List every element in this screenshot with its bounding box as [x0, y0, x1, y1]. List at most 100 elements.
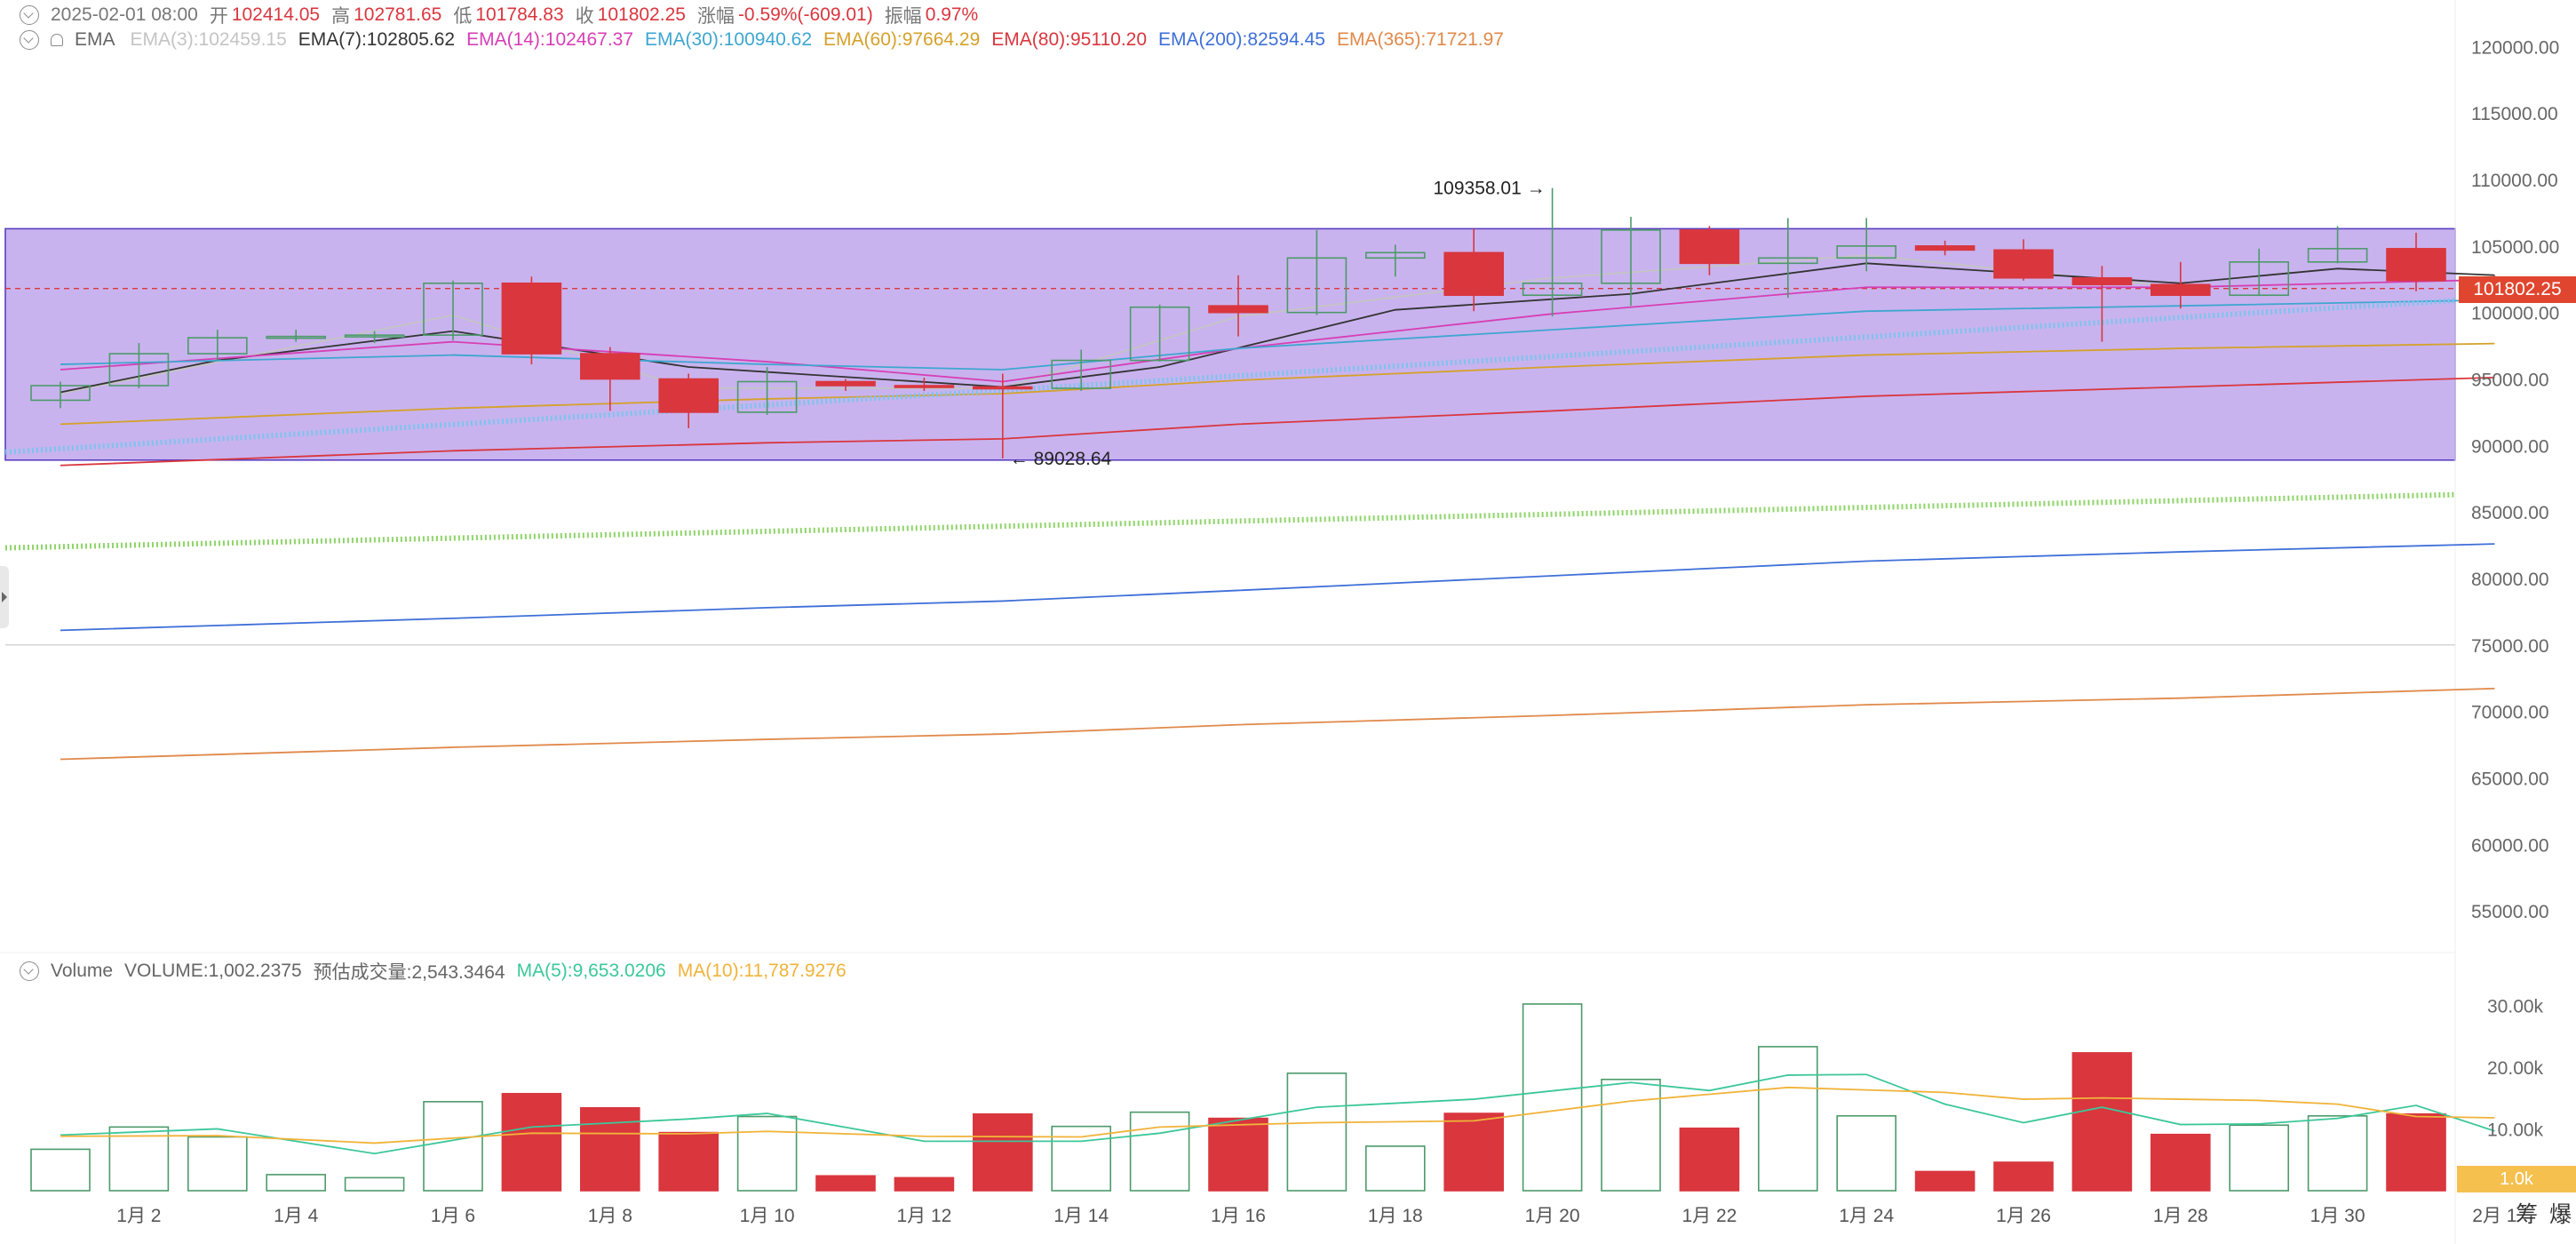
- ema-collapse-chevron-icon[interactable]: [20, 30, 39, 50]
- price-axis-tick: 120000.00: [2471, 37, 2559, 58]
- candle-body: [736, 380, 798, 413]
- ema-line-EMA365: [60, 687, 2495, 761]
- candle-body: [2307, 248, 2368, 263]
- current-volume-badge: 1.0k: [2457, 1166, 2576, 1192]
- ema-legend-item: EMA(30):100940.62: [645, 29, 813, 50]
- chip-distribution-button[interactable]: 筹: [2516, 1202, 2539, 1227]
- candle-body: [1914, 245, 1976, 251]
- trend-line: [4, 298, 2456, 455]
- candle-body: [1443, 251, 1504, 297]
- price-axis-tick: 110000.00: [2471, 171, 2558, 191]
- low-label: 低: [453, 6, 473, 27]
- price-axis-tick: 95000.00: [2471, 371, 2549, 391]
- candle-body: [973, 386, 1033, 390]
- date-axis-tick: 1月 6: [431, 1206, 475, 1226]
- volume-bar: [658, 1131, 720, 1192]
- volume-bar: [501, 1092, 562, 1192]
- ema-indicator-name[interactable]: EMA: [75, 29, 115, 50]
- extreme-price-annotation: ← 89028.64: [1010, 449, 1112, 469]
- volume-bar: [266, 1174, 327, 1192]
- ema-legend: EMA EMA(3):102459.15 EMA(7):102805.62 EMA(…: [20, 25, 1515, 55]
- volume-collapse-chevron-icon[interactable]: [20, 961, 39, 981]
- ema-legend-item: EMA(14):102467.37: [466, 29, 634, 50]
- volume-bar: [2307, 1115, 2368, 1192]
- candle-body: [579, 353, 640, 380]
- candle-body: [501, 282, 562, 355]
- volume-axis-tick: 20.00k: [2487, 1058, 2544, 1079]
- volume-bar: [1914, 1170, 1976, 1192]
- date-axis-tick: 1月 30: [2310, 1206, 2365, 1226]
- candle-body: [108, 353, 170, 387]
- price-axis-tick: 75000.00: [2471, 636, 2549, 657]
- volume-bar: [1758, 1046, 1818, 1192]
- price-axis-tick: 100000.00: [2471, 304, 2559, 324]
- high-value: 102781.65: [354, 4, 442, 25]
- volume-bar: [1522, 1003, 1583, 1192]
- ema-legend-item: EMA(80):95110.20: [991, 29, 1148, 50]
- date-axis-tick: 1月 20: [1525, 1206, 1580, 1226]
- volume-bar: [2071, 1052, 2133, 1192]
- price-axis-tick: 105000.00: [2471, 237, 2559, 258]
- candle-body: [1129, 306, 1190, 362]
- date-axis-tick: 1月 28: [2153, 1206, 2208, 1226]
- volume-bar: [1993, 1161, 2054, 1192]
- candle-body: [2386, 248, 2446, 282]
- candle-body: [1758, 257, 1818, 265]
- price-axis-tick: 85000.00: [2471, 503, 2549, 523]
- volume-bar: [108, 1126, 170, 1192]
- open-value: 102414.05: [231, 4, 321, 25]
- date-axis-tick: 1月 4: [274, 1206, 319, 1226]
- volume-bar: [1286, 1073, 1348, 1192]
- date-axis-tick: 2月 1: [2472, 1206, 2516, 1226]
- ema-legend-item: EMA(3):102459.15: [130, 29, 287, 50]
- price-axis-tick: 70000.00: [2471, 703, 2549, 723]
- price-axis-tick: 115000.00: [2471, 104, 2558, 124]
- candle-body: [1365, 251, 1426, 259]
- ema-line-EMA60: [60, 342, 2495, 426]
- sidebar-expand-handle[interactable]: [0, 566, 9, 628]
- candle-body: [658, 378, 720, 413]
- volume-axis-tick: 30.00k: [2487, 996, 2544, 1017]
- price-axis-tick: 60000.00: [2471, 835, 2549, 856]
- volume-bar: [2386, 1112, 2446, 1192]
- price-axis-tick: 55000.00: [2471, 902, 2549, 922]
- candle-body: [1522, 282, 1583, 297]
- candle-body: [1208, 305, 1268, 314]
- amplitude-label: 振幅: [884, 6, 922, 27]
- candle-body: [2151, 283, 2211, 297]
- volume-bar: [815, 1175, 876, 1192]
- date-axis-tick: 1月 10: [740, 1206, 795, 1226]
- date-axis-tick: 1月 16: [1211, 1206, 1266, 1226]
- candle-body: [2071, 276, 2133, 286]
- liquidation-button[interactable]: 爆: [2549, 1202, 2572, 1227]
- volume-bar: [736, 1115, 798, 1192]
- low-value: 101784.83: [475, 4, 564, 25]
- ema-legend-item: EMA(7):102805.62: [298, 29, 456, 50]
- extreme-price-annotation: 109358.01 →: [1433, 179, 1545, 199]
- candle-body: [1836, 245, 1896, 259]
- estimated-volume: 预估成交量:2,543.3464: [313, 962, 505, 983]
- candle-body: [1286, 257, 1348, 314]
- change-value: -0.59%(-609.01): [737, 4, 873, 25]
- collapse-chevron-icon[interactable]: [20, 5, 39, 25]
- close-value: 101802.25: [597, 4, 686, 25]
- volume-legend: Volume VOLUME:1,002.2375 预估成交量:2,543.346…: [20, 956, 858, 986]
- candle-body: [344, 334, 405, 338]
- candle-body: [1051, 359, 1111, 389]
- volume-bar: [1051, 1125, 1111, 1192]
- ema-line-EMA80: [60, 376, 2495, 466]
- candle-body: [1679, 229, 1740, 265]
- last-price-label: 101802.25: [2459, 276, 2576, 303]
- volume-bar: [1601, 1078, 1661, 1192]
- ema-line-EMA30: [60, 299, 2495, 371]
- volume-bar: [1129, 1111, 1190, 1192]
- ohlc-header: 2025-02-01 08:00 开 102414.05 高 102781.65…: [20, 0, 990, 30]
- volume-indicator-name[interactable]: Volume: [51, 961, 114, 981]
- candle-body: [815, 380, 876, 387]
- bell-icon[interactable]: [51, 34, 63, 46]
- candle-body: [187, 337, 248, 355]
- volume-value: VOLUME:1,002.2375: [124, 961, 302, 981]
- volume-bar: [2151, 1133, 2211, 1192]
- open-label: 开: [209, 6, 228, 27]
